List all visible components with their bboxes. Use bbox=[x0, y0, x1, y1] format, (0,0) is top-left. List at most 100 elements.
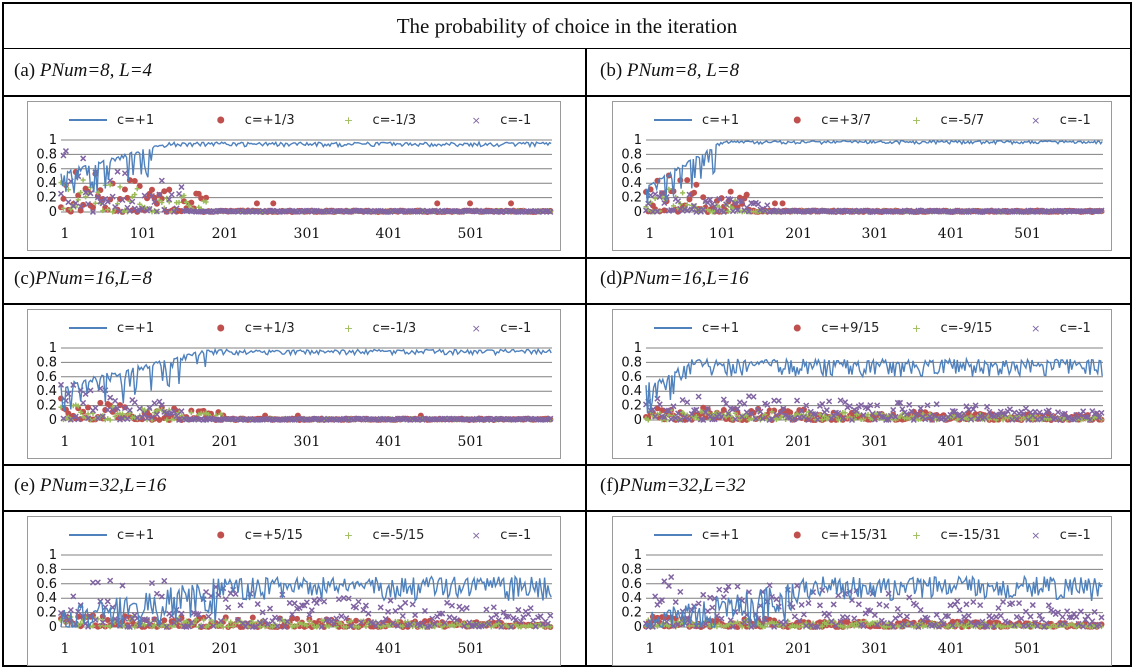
data-point bbox=[741, 400, 748, 407]
data-point bbox=[863, 618, 869, 624]
column-divider bbox=[585, 49, 587, 665]
data-point bbox=[151, 616, 158, 623]
data-point bbox=[794, 582, 801, 589]
data-point bbox=[124, 415, 131, 423]
x-tick-label: 401 bbox=[376, 641, 403, 657]
data-point bbox=[107, 417, 113, 423]
data-point bbox=[867, 607, 874, 614]
data-point bbox=[198, 195, 205, 202]
row-divider bbox=[4, 303, 1130, 305]
data-point bbox=[335, 596, 342, 603]
data-point bbox=[1030, 416, 1036, 422]
data-point bbox=[684, 202, 690, 208]
data-point bbox=[854, 620, 860, 626]
data-point bbox=[652, 191, 659, 198]
x-tick-label: 1 bbox=[646, 641, 655, 657]
data-point bbox=[94, 194, 101, 201]
data-point bbox=[725, 583, 732, 590]
data-point bbox=[739, 413, 746, 420]
data-point bbox=[1098, 614, 1105, 621]
data-point bbox=[885, 416, 892, 423]
data-point bbox=[1054, 409, 1062, 416]
data-point bbox=[819, 401, 826, 408]
data-point bbox=[186, 202, 192, 208]
data-point bbox=[1011, 409, 1018, 416]
x-tick-label: 401 bbox=[938, 641, 965, 657]
data-point bbox=[530, 617, 537, 624]
data-point bbox=[839, 415, 846, 422]
data-point bbox=[686, 191, 693, 198]
data-point bbox=[826, 611, 833, 618]
data-point bbox=[168, 612, 175, 619]
data-point bbox=[732, 416, 739, 423]
data-point bbox=[94, 192, 101, 199]
data-point bbox=[906, 401, 913, 408]
data-point bbox=[527, 605, 534, 612]
data-point bbox=[700, 416, 707, 423]
data-point bbox=[340, 594, 347, 602]
data-point bbox=[463, 604, 470, 611]
data-point bbox=[695, 600, 702, 607]
data-point bbox=[156, 416, 163, 423]
data-point bbox=[451, 623, 457, 629]
y-tick-label: 1 bbox=[634, 548, 642, 563]
data-point bbox=[507, 623, 515, 630]
data-point bbox=[1061, 620, 1068, 627]
data-point bbox=[741, 619, 748, 626]
data-point bbox=[713, 208, 720, 215]
data-point bbox=[677, 588, 684, 595]
data-point bbox=[343, 615, 350, 622]
legend-label: c=+1 bbox=[702, 113, 739, 128]
data-point bbox=[67, 208, 74, 215]
data-point bbox=[727, 617, 734, 624]
x-tick-label: 1 bbox=[61, 226, 70, 242]
data-point bbox=[974, 620, 981, 627]
data-point bbox=[665, 582, 672, 589]
data-point bbox=[686, 416, 693, 423]
data-point bbox=[727, 188, 734, 195]
data-point bbox=[338, 613, 345, 620]
data-point bbox=[1002, 411, 1009, 418]
data-point bbox=[195, 611, 202, 618]
data-point bbox=[736, 399, 743, 406]
series-points bbox=[642, 393, 1105, 424]
data-point bbox=[70, 593, 77, 600]
data-point bbox=[798, 601, 805, 608]
data-point bbox=[171, 619, 178, 626]
data-point bbox=[141, 410, 148, 417]
x-tick-label: 401 bbox=[376, 434, 403, 450]
data-point bbox=[139, 205, 146, 212]
data-point bbox=[897, 612, 904, 619]
data-point bbox=[99, 619, 106, 626]
data-point bbox=[910, 416, 917, 423]
data-point bbox=[308, 607, 315, 614]
data-point bbox=[995, 604, 1002, 611]
data-point bbox=[80, 177, 86, 183]
legend-label: c=-1 bbox=[500, 321, 531, 336]
data-point bbox=[266, 605, 274, 612]
data-point bbox=[183, 199, 189, 205]
figure-title: The probability of choice in the iterati… bbox=[4, 4, 1130, 49]
data-point bbox=[178, 408, 185, 415]
data-point bbox=[858, 401, 865, 409]
data-point bbox=[434, 200, 441, 207]
data-point bbox=[377, 604, 384, 611]
data-point bbox=[271, 614, 278, 621]
data-point bbox=[977, 602, 984, 609]
y-tick-label: 0.6 bbox=[36, 162, 57, 177]
data-point bbox=[448, 602, 456, 609]
data-point bbox=[178, 610, 185, 617]
series-points bbox=[642, 172, 1105, 216]
data-point bbox=[62, 148, 69, 155]
data-point bbox=[723, 201, 730, 208]
data-point bbox=[869, 410, 876, 417]
chart-a: 0 0.2 0.4 0.6 0.8 1 1 101 201 301 401 501 c=+1 c=+1/3… bbox=[27, 101, 561, 251]
legend-label: c=+1 bbox=[117, 528, 154, 543]
data-point bbox=[60, 195, 67, 202]
chart-d: 0 0.2 0.4 0.6 0.8 1 1 101 201 301 401 501 c=+1 c=+9/1… bbox=[612, 309, 1112, 459]
data-point bbox=[382, 615, 389, 622]
data-point bbox=[148, 192, 156, 200]
data-point bbox=[773, 412, 780, 419]
data-point bbox=[80, 399, 87, 406]
